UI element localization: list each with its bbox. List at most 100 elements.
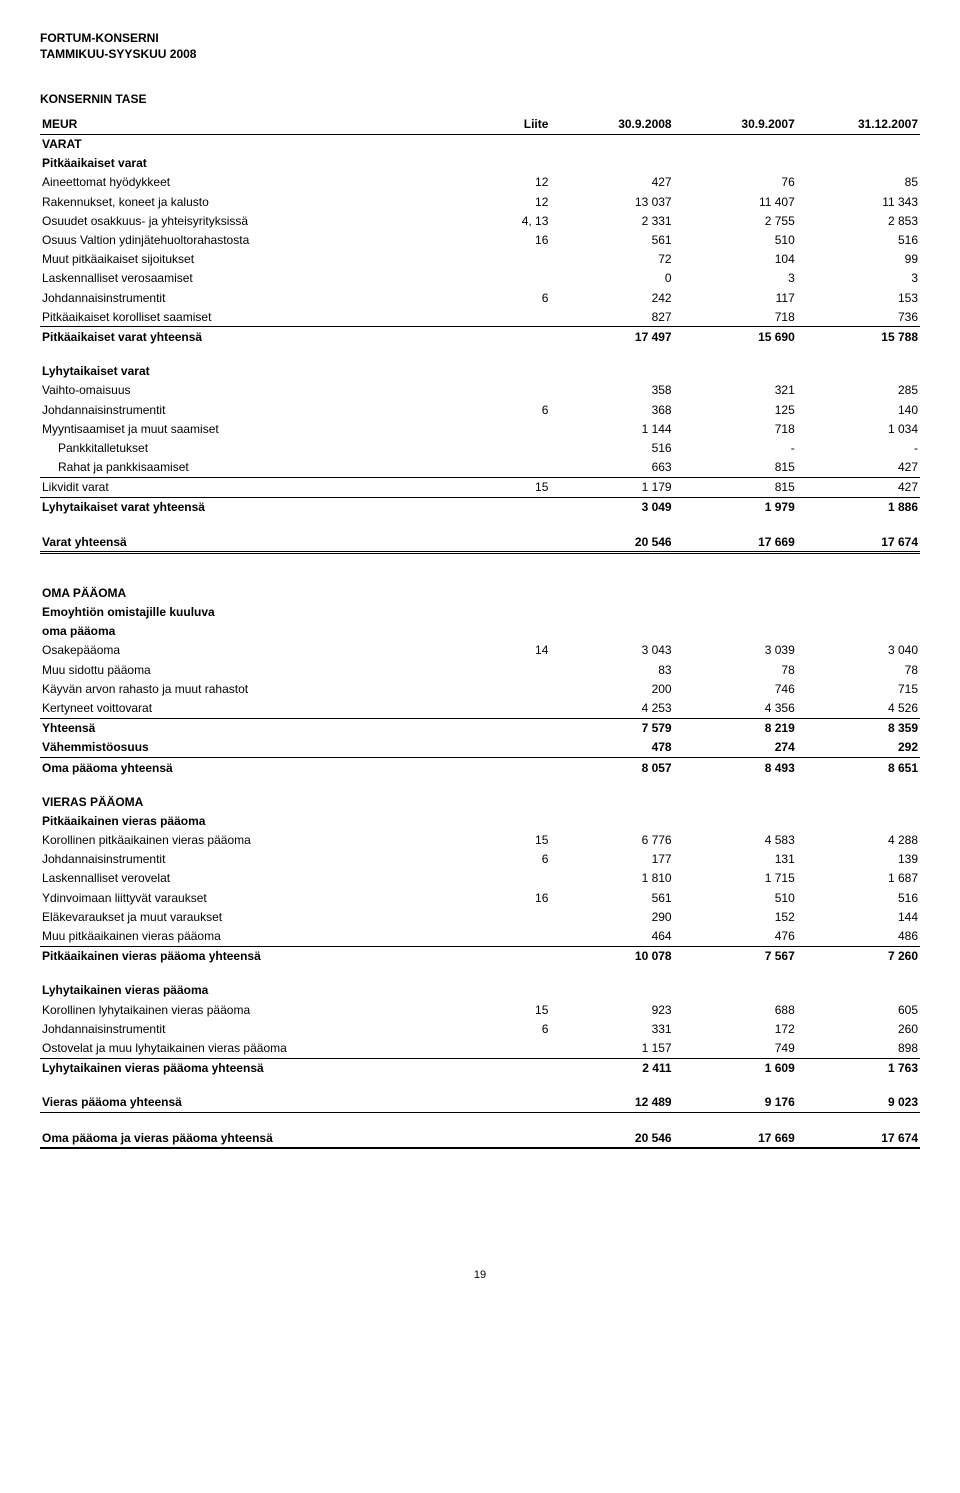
equity-heading: OMA PÄÄOMA [40,583,445,602]
page-title: KONSERNIN TASE [40,92,920,106]
liabilities-grand-total: Vieras pääoma yhteensä [40,1093,445,1113]
table-row-note [445,438,551,457]
table-row-note: 14 [445,641,551,660]
table-row-v3: - [797,438,920,457]
col-header-2: 30.9.2007 [674,114,797,134]
noncurrent-assets-heading: Pitkäaikaiset varat [40,154,445,173]
table-row-v1: 561 [550,231,673,250]
table-row-label: Pankkitalletukset [40,438,445,457]
table-row-note [445,698,551,718]
table-row-v1: 2 331 [550,211,673,230]
table-row-v2: 749 [674,1038,797,1058]
table-row-label: Käyvän arvon rahasto ja muut rahastot [40,679,445,698]
noncurrent-liab-total: Pitkäaikainen vieras pääoma yhteensä [40,946,445,966]
table-row-v1: 1 810 [550,869,673,888]
noncurrent-assets-total: Pitkäaikaiset varat yhteensä [40,327,445,347]
table-row-note: 12 [445,173,551,192]
table-row-label: Johdannaisinstrumentit [40,1019,445,1038]
table-row-v2: 815 [674,477,797,497]
table-row-label: Osuus Valtion ydinjätehuoltorahastosta [40,231,445,250]
table-row-note: 12 [445,192,551,211]
table-row-note: 6 [445,1019,551,1038]
table-row-note [445,660,551,679]
table-row-v2: 2 755 [674,211,797,230]
equity-and-liabilities-total: Oma pääoma ja vieras pääoma yhteensä [40,1128,445,1148]
assets-grand-total: Varat yhteensä [40,532,445,553]
table-row-label: Johdannaisinstrumentit [40,850,445,869]
noncurrent-liab-heading: Pitkäaikainen vieras pääoma [40,811,445,830]
table-row-v3: 260 [797,1019,920,1038]
table-row-v1: 177 [550,850,673,869]
table-row-v2: 78 [674,660,797,679]
table-row-note [445,1038,551,1058]
table-row-v1: 464 [550,927,673,947]
table-row-note: 16 [445,231,551,250]
table-row-v2: 11 407 [674,192,797,211]
table-row-label: Muut pitkäaikaiset sijoitukset [40,250,445,269]
header-line-1: FORTUM-KONSERNI [40,30,920,46]
table-row-v3: 486 [797,927,920,947]
header-line-2: TAMMIKUU-SYYSKUU 2008 [40,46,920,62]
table-row-v2: 125 [674,400,797,419]
table-row-v1: 561 [550,888,673,907]
table-row-v1: 1 157 [550,1038,673,1058]
table-row-v1: 242 [550,288,673,307]
table-row-v1: 0 [550,269,673,288]
table-row-note [445,307,551,327]
current-assets-total: Lyhytaikaiset varat yhteensä [40,497,445,517]
table-row-v3: 898 [797,1038,920,1058]
table-row-v1: 72 [550,250,673,269]
table-row-v2: 510 [674,888,797,907]
table-row-v1: 827 [550,307,673,327]
table-row-label: Vaihto-omaisuus [40,381,445,400]
table-row-v2: 476 [674,927,797,947]
table-row-label: Myyntisaamiset ja muut saamiset [40,419,445,438]
table-row-v3: 516 [797,231,920,250]
table-row-v3: 4 288 [797,831,920,850]
table-row-label: Kertyneet voittovarat [40,698,445,718]
table-row-v1: 4 253 [550,698,673,718]
table-row-v3: 99 [797,250,920,269]
table-row-note [445,679,551,698]
table-row-label: Rakennukset, koneet ja kalusto [40,192,445,211]
table-row-label: Korollinen pitkäaikainen vieras pääoma [40,831,445,850]
table-row-v1: 1 144 [550,419,673,438]
table-row-v3: 153 [797,288,920,307]
table-row-v1: 200 [550,679,673,698]
table-row-note: 4, 13 [445,211,551,230]
table-row-label: Korollinen lyhytaikainen vieras pääoma [40,1000,445,1019]
table-row-note: 6 [445,400,551,419]
table-row-label: Eläkevaraukset ja muut varaukset [40,907,445,926]
table-row-v2: - [674,438,797,457]
balance-sheet-table: MEURLiite30.9.200830.9.200731.12.2007VAR… [40,114,920,1149]
table-row-note: 6 [445,288,551,307]
table-row-v1: 331 [550,1019,673,1038]
table-row-label: Osuudet osakkuus- ja yhteisyrityksissä [40,211,445,230]
table-row-v3: 427 [797,477,920,497]
table-row-v1: 368 [550,400,673,419]
equity-sub-heading-1: Emoyhtiön omistajille kuuluva [40,603,445,622]
table-row-note [445,869,551,888]
table-row-label: Johdannaisinstrumentit [40,288,445,307]
table-row-label: Johdannaisinstrumentit [40,400,445,419]
table-row-v1: 663 [550,458,673,478]
table-row-v3: 736 [797,307,920,327]
table-row-label: Likvidit varat [40,477,445,497]
page-number: 19 [40,1269,920,1281]
liabilities-heading: VIERAS PÄÄOMA [40,792,445,811]
table-row-v2: 3 [674,269,797,288]
current-liab-total: Lyhytaikainen vieras pääoma yhteensä [40,1058,445,1078]
table-row-v2: 4 583 [674,831,797,850]
table-row-v2: 172 [674,1019,797,1038]
table-row-label: Muu sidottu pääoma [40,660,445,679]
doc-header: FORTUM-KONSERNI TAMMIKUU-SYYSKUU 2008 [40,30,920,62]
table-row-v3: 3 040 [797,641,920,660]
table-row-v2: 321 [674,381,797,400]
table-row-v2: 76 [674,173,797,192]
table-row-v1: 516 [550,438,673,457]
table-row-label: Pitkäaikaiset korolliset saamiset [40,307,445,327]
table-row-label: Ostovelat ja muu lyhytaikainen vieras pä… [40,1038,445,1058]
table-row-note [445,419,551,438]
table-row-v1: 290 [550,907,673,926]
table-row-note: 15 [445,831,551,850]
